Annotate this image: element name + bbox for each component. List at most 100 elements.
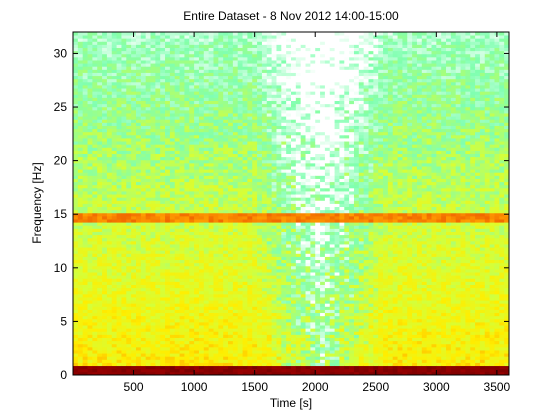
spectrogram-cell [116, 56, 122, 61]
spectrogram-cell [165, 250, 171, 254]
spectrogram-cell [106, 187, 113, 192]
spectrogram-cell [208, 240, 214, 245]
spectrogram-cell [97, 328, 103, 332]
spectrogram-cell [102, 191, 108, 195]
spectrogram-cell [116, 78, 122, 83]
spectrogram-cell [286, 35, 292, 39]
spectrogram-cell [203, 250, 210, 254]
spectrogram-cell [87, 97, 93, 101]
spectrogram-cell [194, 144, 200, 148]
spectrogram-cell [237, 359, 243, 363]
spectrogram-cell [116, 144, 122, 148]
spectrogram-cell [131, 128, 137, 133]
spectrogram-cell [106, 81, 113, 86]
spectrogram-cell [106, 116, 113, 120]
spectrogram-cell [174, 225, 180, 229]
spectrogram-cell [271, 222, 277, 226]
spectrogram-cell [271, 194, 277, 198]
spectrogram-cell [111, 368, 117, 373]
spectrogram-cell [242, 35, 248, 39]
spectrogram-cell [194, 88, 200, 92]
spectrogram-cell [87, 172, 93, 176]
spectrogram-cell [286, 331, 292, 335]
spectrogram-cell [203, 259, 210, 264]
spectrogram-cell [228, 318, 234, 323]
spectrogram-cell [194, 206, 200, 211]
spectrogram-cell [73, 78, 79, 83]
spectrogram-cell [218, 209, 224, 214]
spectrogram-cell [160, 312, 166, 317]
spectrogram-cell [150, 122, 156, 126]
spectrogram-cell [237, 371, 243, 376]
spectrogram-cell [169, 303, 176, 307]
spectrogram-cell [165, 47, 171, 52]
spectrogram-cell [266, 159, 273, 164]
spectrogram-cell [203, 144, 210, 148]
spectrogram-cell [116, 32, 122, 36]
spectrogram-cell [237, 194, 243, 198]
spectrogram-cell [126, 153, 132, 158]
spectrogram-cell [218, 328, 224, 332]
spectrogram-cell [281, 141, 287, 145]
spectrogram-cell [266, 240, 273, 245]
spectrogram-cell [281, 225, 287, 229]
spectrogram-cell [102, 88, 108, 92]
spectrogram-cell [131, 321, 137, 326]
spectrogram-cell [174, 100, 180, 105]
spectrogram-cell [189, 109, 195, 114]
spectrogram-cell [87, 72, 93, 77]
spectrogram-cell [150, 69, 156, 73]
spectrogram-cell [92, 131, 98, 136]
spectrogram-cell [237, 250, 243, 254]
spectrogram-cell [242, 53, 248, 58]
spectrogram-cell [184, 113, 190, 117]
spectrogram-cell [73, 116, 79, 120]
spectrogram-cell [218, 300, 224, 304]
spectrogram-cell [281, 53, 287, 58]
spectrogram-cell [208, 66, 214, 70]
spectrogram-cell [174, 303, 180, 307]
spectrogram-cell [87, 153, 93, 158]
spectrogram-cell [165, 72, 171, 77]
spectrogram-cell [169, 147, 176, 151]
spectrogram-cell [111, 225, 117, 229]
spectrogram-cell [281, 228, 287, 232]
spectrogram-cell [179, 63, 185, 67]
spectrogram-cell [247, 109, 253, 114]
spectrogram-cell [121, 268, 127, 273]
spectrogram-cell [266, 259, 273, 264]
spectrogram-cell [87, 169, 93, 173]
spectrogram-cell [184, 287, 190, 292]
spectrogram-cell [179, 247, 185, 251]
spectrogram-cell [92, 60, 98, 64]
spectrogram-cell [194, 234, 200, 239]
spectrogram-cell [82, 293, 88, 298]
spectrogram-cell [198, 362, 205, 367]
spectrogram-cell [116, 259, 122, 264]
spectrogram-cell [126, 212, 132, 217]
spectrogram-cell [237, 88, 243, 92]
spectrogram-cell [97, 290, 103, 295]
spectrogram-cell [106, 312, 113, 317]
spectrogram-cell [145, 240, 151, 245]
spectrogram-cell [77, 321, 84, 326]
spectrogram-cell [179, 197, 185, 201]
spectrogram-cell [165, 44, 171, 48]
spectrogram-cell [213, 262, 219, 267]
spectrogram-cell [145, 278, 151, 282]
spectrogram-cell [140, 122, 147, 126]
spectrogram-cell [218, 343, 224, 348]
spectrogram-cell [213, 309, 219, 314]
spectrogram-cell [276, 78, 282, 83]
spectrogram-cell [121, 259, 127, 264]
spectrogram-cell [194, 44, 200, 48]
spectrogram-cell [126, 122, 132, 126]
spectrogram-cell [92, 284, 98, 289]
spectrogram-cell [106, 278, 113, 282]
spectrogram-cell [174, 47, 180, 52]
spectrogram-cell [160, 75, 166, 80]
spectrogram-cell [189, 191, 195, 195]
spectrogram-cell [73, 371, 79, 376]
spectrogram-cell [184, 97, 190, 101]
spectrogram-cell [165, 268, 171, 273]
